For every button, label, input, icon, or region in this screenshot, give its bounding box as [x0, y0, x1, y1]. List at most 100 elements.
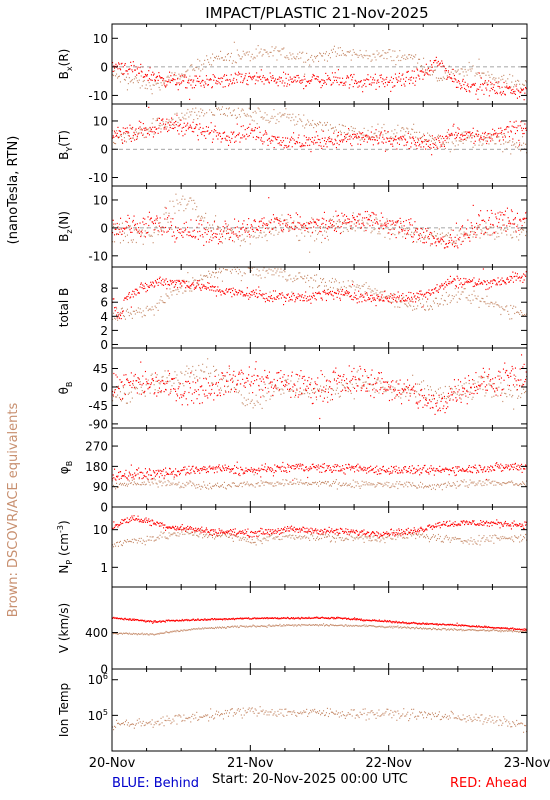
ahead-point: [177, 130, 179, 132]
dscovr-point: [169, 380, 171, 382]
dscovr-point: [396, 220, 398, 222]
dscovr-point: [448, 65, 450, 67]
ahead-point: [429, 231, 431, 234]
ahead-point: [223, 75, 225, 77]
ahead-point: [271, 77, 273, 79]
ahead-point: [225, 139, 227, 141]
dscovr-point: [447, 396, 449, 399]
ahead-point: [521, 89, 523, 91]
ahead-point: [315, 78, 317, 80]
ahead-point: [519, 125, 521, 127]
dscovr-point: [492, 78, 494, 80]
dscovr-point: [396, 301, 398, 304]
ahead-point: [183, 222, 185, 225]
ahead-point: [176, 237, 178, 239]
dscovr-point: [377, 294, 379, 296]
dscovr-point: [381, 386, 383, 389]
dscovr-point: [323, 52, 325, 54]
ahead-point: [476, 130, 478, 132]
ahead-point: [114, 310, 116, 312]
ahead-point: [235, 140, 237, 142]
ahead-point: [499, 284, 501, 286]
dscovr-point: [380, 291, 382, 293]
ahead-point: [186, 381, 188, 383]
ahead-point: [195, 219, 197, 221]
dscovr-point: [159, 383, 161, 385]
dscovr-point: [495, 387, 497, 389]
ahead-point: [468, 132, 470, 134]
ahead-point: [227, 79, 229, 81]
dscovr-point: [180, 371, 182, 373]
ahead-series: [112, 354, 527, 420]
ahead-point: [230, 288, 232, 290]
ahead-point: [395, 297, 397, 299]
ahead-point: [265, 79, 267, 81]
ahead-point: [334, 138, 336, 140]
ahead-point: [171, 378, 173, 380]
dscovr-point: [163, 302, 165, 304]
ahead-point: [362, 294, 364, 296]
dscovr-point: [122, 387, 124, 389]
dscovr-point: [352, 49, 354, 51]
dscovr-point: [372, 290, 374, 292]
ahead-point: [270, 222, 272, 224]
ahead-point: [417, 138, 419, 140]
dscovr-point: [324, 226, 326, 228]
ahead-point: [241, 73, 243, 75]
ahead-point: [294, 301, 296, 303]
dscovr-point: [177, 379, 179, 381]
ahead-point: [139, 126, 141, 128]
dscovr-point: [425, 309, 427, 311]
ahead-point: [403, 78, 405, 80]
ahead-point: [378, 81, 380, 83]
ahead-point: [222, 86, 224, 88]
ahead-point: [376, 221, 378, 223]
ahead-point: [502, 136, 504, 138]
dscovr-point: [198, 68, 200, 70]
dscovr-point: [328, 280, 330, 282]
ahead-point: [504, 282, 506, 284]
dscovr-point: [509, 73, 511, 76]
dscovr-point: [351, 383, 353, 385]
ahead-point: [232, 381, 234, 383]
dscovr-point: [282, 48, 284, 50]
ahead-point: [130, 61, 132, 63]
ahead-point: [462, 225, 464, 227]
dscovr-series: [112, 358, 527, 410]
ahead-point: [480, 83, 482, 86]
ahead-point: [190, 84, 192, 86]
dscovr-point: [217, 108, 219, 111]
dscovr-point: [165, 381, 167, 383]
dscovr-point: [153, 232, 155, 234]
ahead-point: [242, 373, 244, 375]
ahead-point: [514, 217, 516, 219]
dscovr-point: [388, 49, 390, 51]
dscovr-point: [371, 289, 373, 291]
dscovr-point: [339, 221, 341, 223]
dscovr-point: [381, 127, 383, 129]
ahead-point: [343, 82, 345, 84]
ahead-point: [342, 84, 344, 86]
ahead-point: [181, 396, 183, 398]
dscovr-point: [249, 402, 251, 404]
ahead-point: [479, 224, 481, 226]
ahead-point: [323, 218, 325, 220]
dscovr-point: [114, 390, 116, 392]
dscovr-point: [522, 383, 524, 385]
dscovr-point: [336, 387, 338, 389]
ahead-point: [468, 278, 470, 281]
ahead-point: [231, 137, 233, 140]
ahead-point: [272, 214, 274, 216]
ahead-point: [143, 223, 145, 226]
dscovr-point: [281, 214, 283, 216]
ahead-point: [423, 71, 425, 73]
dscovr-point: [361, 385, 363, 387]
dscovr-point: [173, 205, 175, 208]
ahead-point: [464, 138, 466, 140]
dscovr-point: [222, 377, 224, 379]
ahead-point: [263, 83, 265, 85]
dscovr-point: [127, 311, 129, 313]
dscovr-point: [469, 391, 471, 393]
ahead-point: [136, 74, 138, 76]
ahead-point: [236, 291, 238, 293]
